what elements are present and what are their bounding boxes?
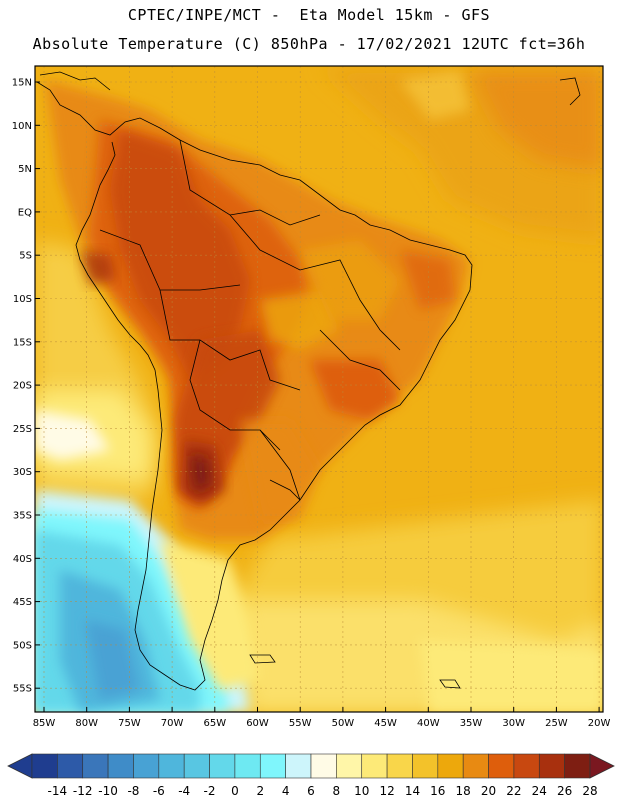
colorbar-swatch <box>234 753 261 779</box>
colorbar-swatch <box>310 753 337 779</box>
lat-label: 25S <box>13 424 32 435</box>
lat-label: 15S <box>13 337 32 348</box>
chart-title-line1: CPTEC/INPE/MCT - Eta Model 15km - GFS <box>127 6 491 24</box>
colorbar-label: 28 <box>582 784 597 798</box>
lat-label: 20S <box>13 381 32 392</box>
lon-label: 35W <box>460 718 483 729</box>
colorbar-swatch <box>462 753 489 779</box>
map-frame <box>34 65 604 713</box>
colorbar-swatch <box>488 753 515 779</box>
lon-label: 40W <box>417 718 440 729</box>
lon-label: 80W <box>75 718 98 729</box>
colorbar-swatch <box>82 753 109 779</box>
colorbar-label: 24 <box>532 784 547 798</box>
lon-label: 85W <box>33 718 56 729</box>
colorbar-label: 18 <box>456 784 471 798</box>
colorbar-label: 22 <box>506 784 521 798</box>
lon-label: 70W <box>161 718 184 729</box>
colorbar <box>7 753 615 779</box>
colorbar-swatch <box>386 753 413 779</box>
lat-label: 10N <box>12 121 32 132</box>
lon-label: 55W <box>289 718 312 729</box>
colorbar-swatch <box>209 753 236 779</box>
lat-label: 30S <box>13 467 32 478</box>
lon-label: 50W <box>332 718 355 729</box>
colorbar-swatch <box>158 753 185 779</box>
latitude-labels: 15N 10N 5N EQ 5S 10S 15S 20S 25S 30S 35S 40S 45S 50S 5… <box>12 78 40 695</box>
lon-label: 75W <box>118 718 141 729</box>
colorbar-label: 14 <box>405 784 420 798</box>
coastlines <box>36 71 581 691</box>
lon-label: 45W <box>374 718 397 729</box>
colorbar-label: -14 <box>48 784 68 798</box>
colorbar-swatch <box>285 753 312 779</box>
colorbar-swatch <box>361 753 388 779</box>
lat-label: 10S <box>13 294 32 305</box>
colorbar-swatch <box>336 753 363 779</box>
colorbar-swatch <box>513 753 540 779</box>
colorbar-label: 16 <box>430 784 445 798</box>
colorbar-high-arrow <box>589 753 615 779</box>
colorbar-label: 0 <box>231 784 239 798</box>
lon-label: 60W <box>246 718 269 729</box>
colorbar-label: 26 <box>557 784 572 798</box>
lat-label: 55S <box>13 684 32 695</box>
colorbar-label: -12 <box>73 784 93 798</box>
lat-label: 45S <box>13 597 32 608</box>
colorbar-label: 8 <box>333 784 341 798</box>
colorbar-swatch <box>412 753 439 779</box>
colorbar-label: 6 <box>307 784 315 798</box>
colorbar-swatch <box>564 753 591 779</box>
colorbar-swatch <box>538 753 565 779</box>
longitude-labels: 85W 80W 75W 70W 65W 60W 55W 50W 45W 40W 35W 30W 25W 2… <box>33 707 611 729</box>
colorbar-label: -2 <box>204 784 216 798</box>
colorbar-label: -4 <box>178 784 190 798</box>
temperature-field <box>35 66 603 712</box>
colorbar-swatch <box>133 753 160 779</box>
lat-label: 5N <box>18 164 32 175</box>
colorbar-swatch <box>259 753 286 779</box>
colorbar-swatch <box>107 753 134 779</box>
colorbar-label: -8 <box>127 784 139 798</box>
lat-label: 40S <box>13 554 32 565</box>
colorbar-label: 12 <box>379 784 394 798</box>
colorbar-label: 4 <box>282 784 290 798</box>
colorbar-labels: -14 -12 -10 -8 -6 -4 -2 0 2 4 6 8 10 12 14 16 18 20 22 24 26… <box>48 784 598 798</box>
lon-label: 65W <box>203 718 226 729</box>
lat-label: EQ <box>18 207 32 218</box>
colorbar-label: -10 <box>98 784 118 798</box>
lat-label: 35S <box>13 511 32 522</box>
lon-label: 20W <box>588 718 611 729</box>
colorbar-label: 10 <box>354 784 369 798</box>
lat-label: 15N <box>12 78 32 89</box>
lon-label: 30W <box>502 718 525 729</box>
colorbar-swatch <box>183 753 210 779</box>
lon-label: 25W <box>545 718 568 729</box>
colorbar-swatch <box>57 753 84 779</box>
colorbar-low-arrow <box>7 753 33 779</box>
colorbar-swatch <box>437 753 464 779</box>
colorbar-label: 20 <box>481 784 496 798</box>
lat-label: 5S <box>19 251 32 262</box>
colorbar-label: -6 <box>153 784 165 798</box>
chart-title-line2: Absolute Temperature (C) 850hPa - 17/02/… <box>32 35 586 53</box>
lat-label: 50S <box>13 640 32 651</box>
colorbar-swatch <box>31 753 58 779</box>
colorbar-label: 2 <box>256 784 264 798</box>
